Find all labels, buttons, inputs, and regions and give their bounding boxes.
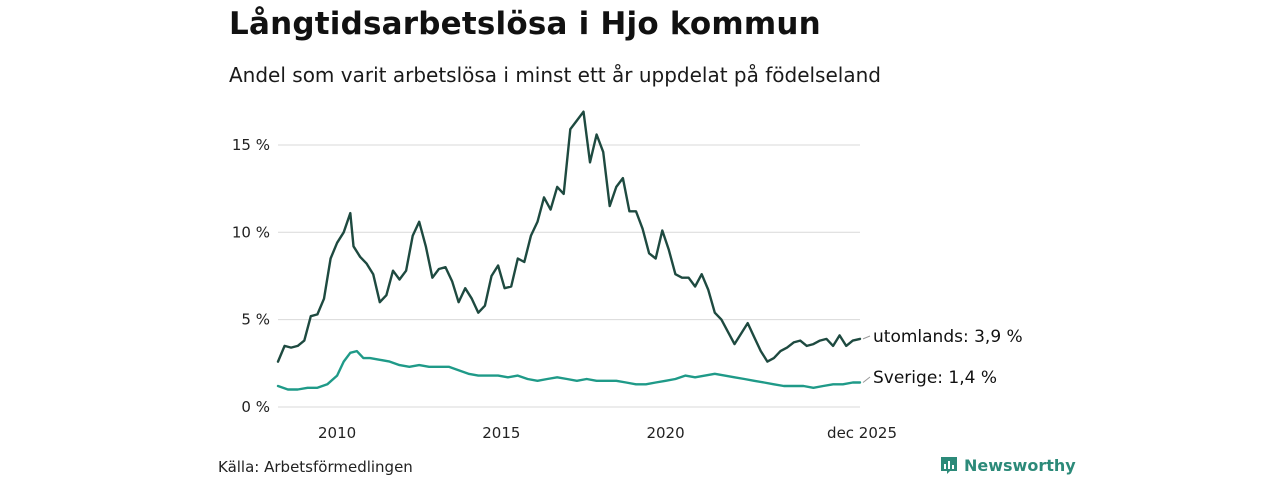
end-label-connector (862, 376, 871, 383)
y-tick-label: 10 % (232, 223, 270, 241)
series-line-utomlands (276, 110, 862, 363)
series-layer (276, 110, 862, 391)
brand-logo: Newsworthy (939, 455, 1076, 475)
chart-title: Långtidsarbetslösa i Hjo kommun (229, 6, 821, 42)
end-labels: utomlands: 3,9 % Sverige: 1,4 % (862, 327, 1023, 388)
chart-subtitle: Andel som varit arbetslösa i minst ett å… (229, 63, 881, 87)
y-tick-label: 0 % (241, 398, 270, 416)
end-label-utomlands: utomlands: 3,9 % (873, 327, 1023, 347)
end-label-connector (862, 335, 871, 340)
y-tick-label: 15 % (232, 136, 270, 154)
y-axis: 0 % 5 % 10 % 15 % (232, 136, 270, 416)
brand-name: Newsworthy (964, 455, 1076, 475)
y-tick-label: 5 % (241, 311, 270, 329)
grid-layer (278, 144, 860, 408)
x-tick-label: 2015 (482, 424, 520, 442)
series-line-sverige (276, 349, 862, 391)
source-note: Källa: Arbetsförmedlingen (218, 458, 413, 476)
newsworthy-chart-icon (941, 457, 957, 474)
x-tick-label: dec 2025 (827, 424, 897, 442)
end-label-sverige: Sverige: 1,4 % (873, 368, 997, 388)
x-tick-label: 2020 (646, 424, 684, 442)
x-axis: 2010 2015 2020 dec 2025 (318, 424, 897, 442)
x-tick-label: 2010 (318, 424, 356, 442)
